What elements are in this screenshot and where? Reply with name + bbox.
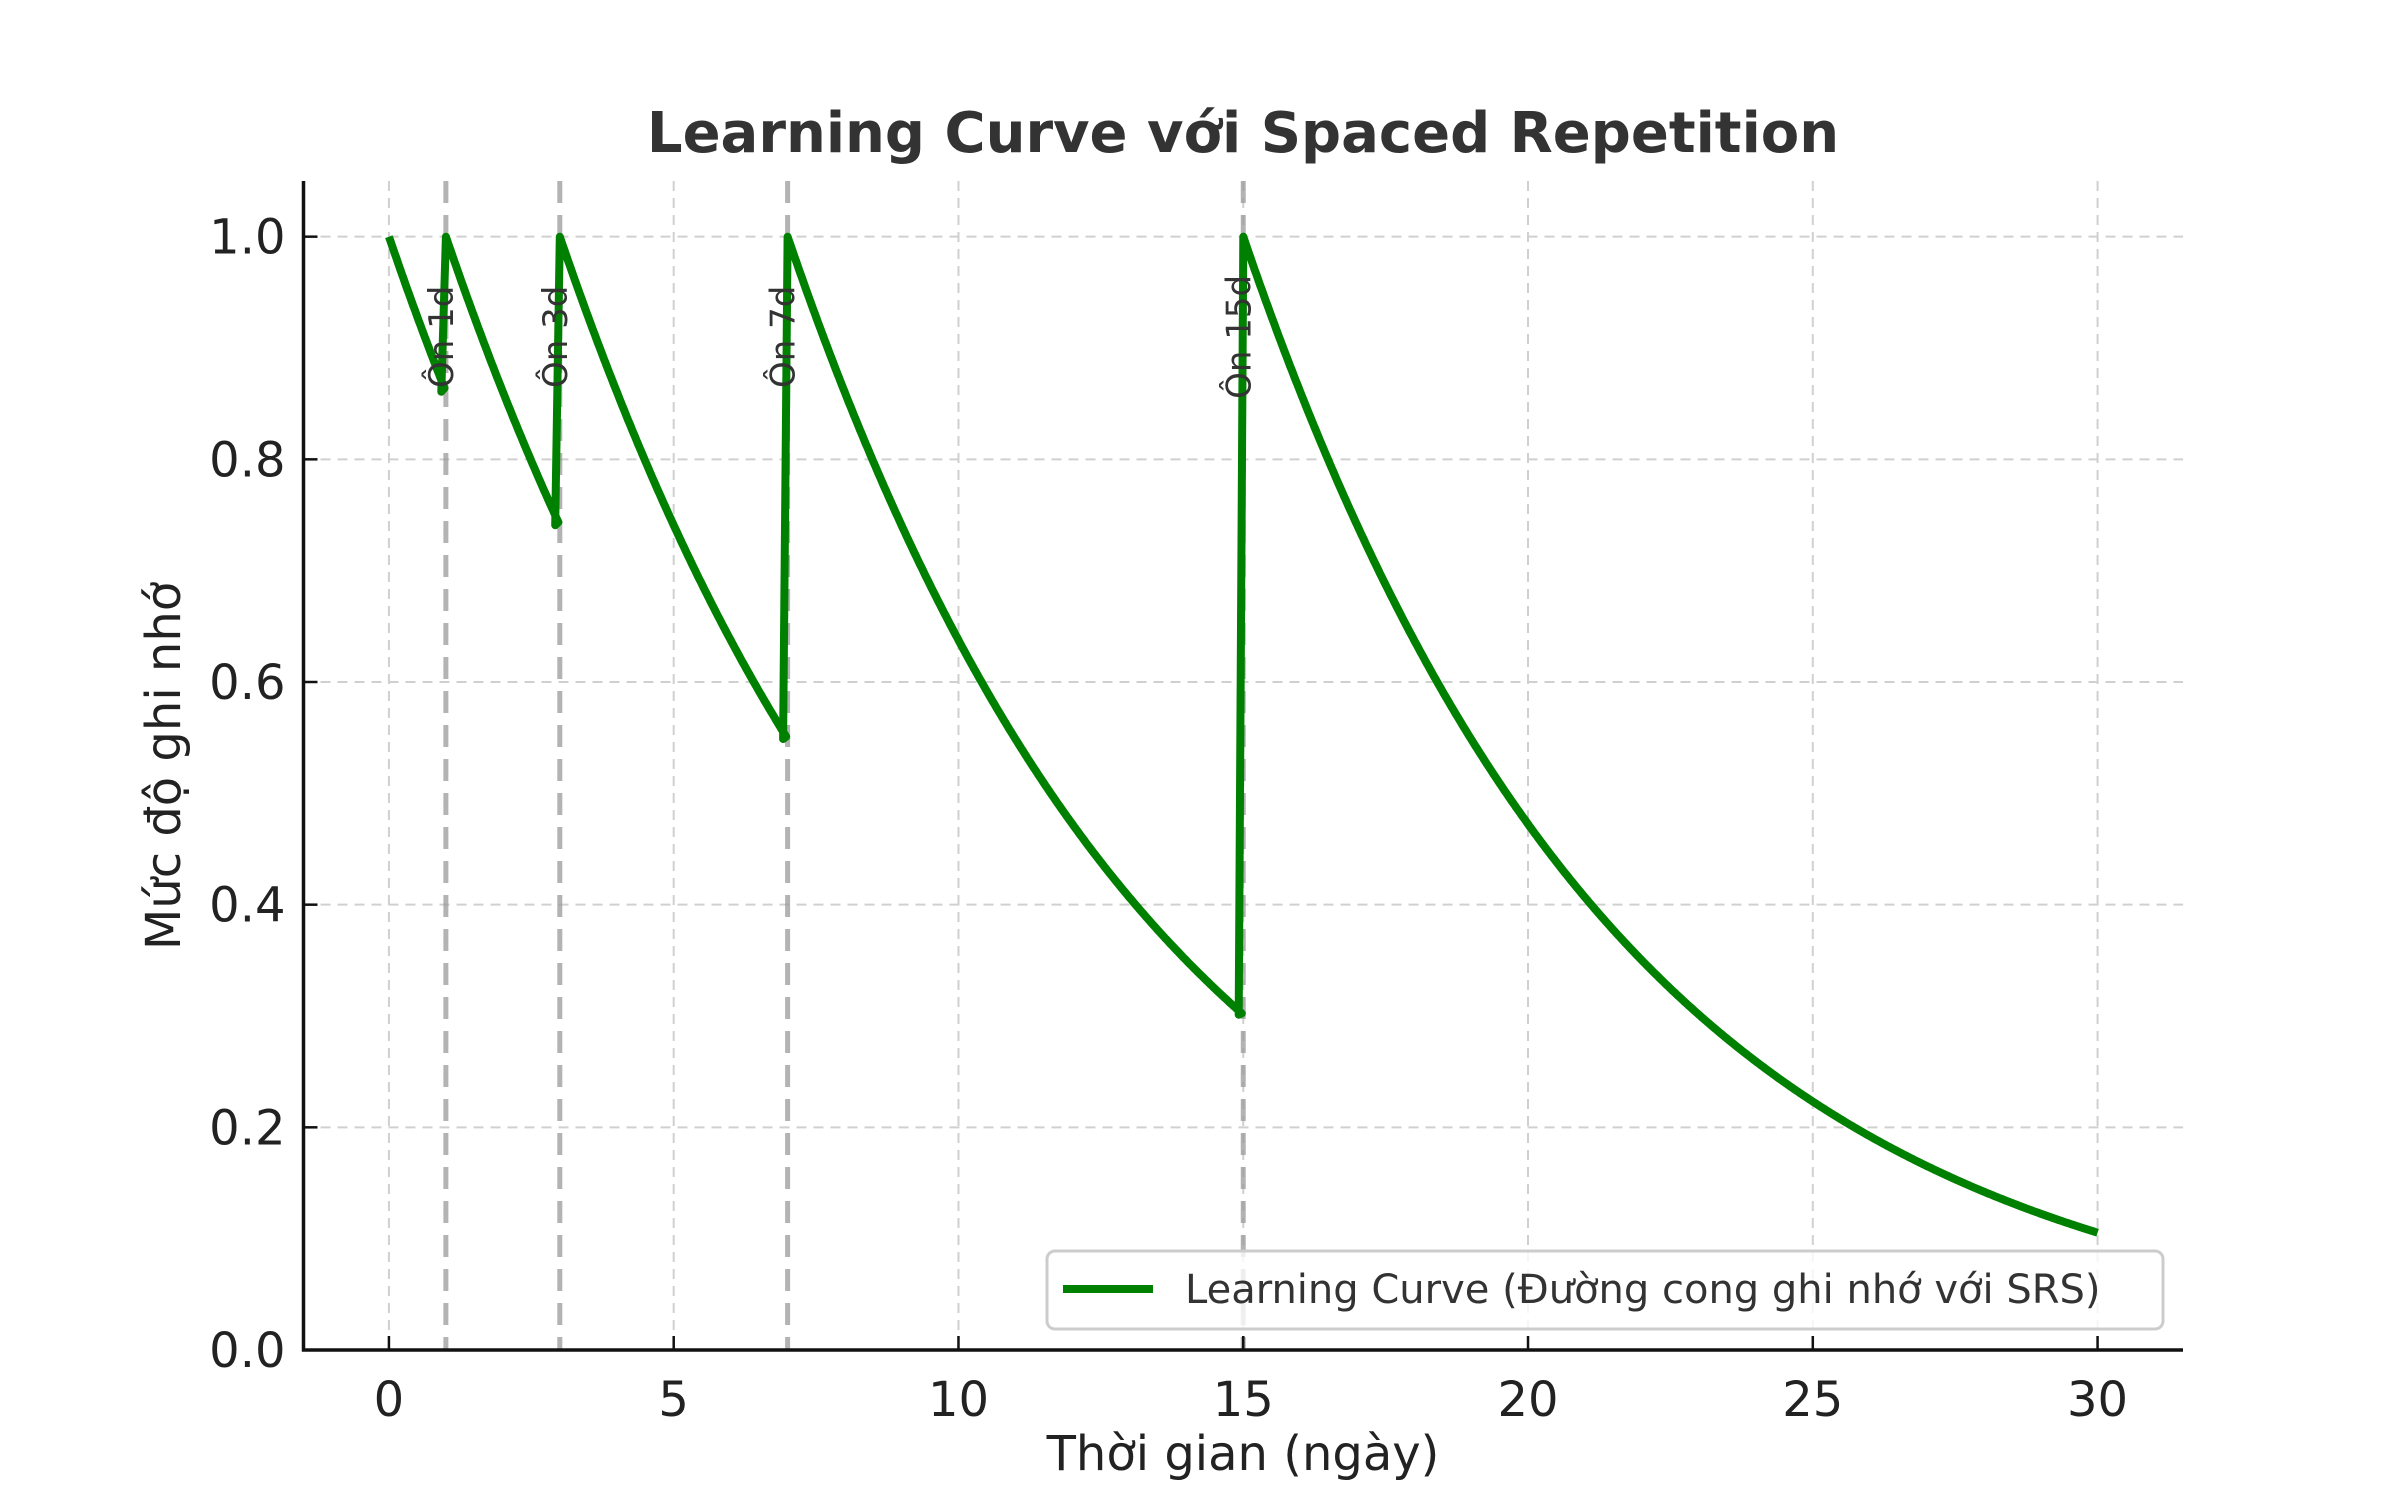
x-tick-label: 20 <box>1497 1372 1558 1428</box>
x-tick-label: 15 <box>1213 1372 1274 1428</box>
annotation-label: Ôn 15d <box>1218 275 1259 399</box>
y-tick-label: 0.6 <box>209 655 285 711</box>
annotation-label: Ôn 1d <box>421 286 462 388</box>
y-tick-label: 0.8 <box>209 432 285 488</box>
chart-title: Learning Curve với Spaced Repetition <box>647 101 1839 166</box>
y-tick-label: 1.0 <box>209 210 285 266</box>
y-tick-label: 0.0 <box>209 1323 285 1379</box>
y-tick-label: 0.2 <box>209 1100 285 1156</box>
y-axis-label: Mức độ ghi nhớ <box>136 582 192 950</box>
legend-box <box>1045 1249 2165 1331</box>
x-tick-label: 10 <box>928 1372 989 1428</box>
x-axis-label: Thời gian (ngày) <box>1046 1426 1440 1482</box>
legend-label: Learning Curve (Đường cong ghi nhớ với S… <box>1185 1267 2101 1313</box>
x-tick-label: 5 <box>658 1372 689 1428</box>
x-tick-label: 25 <box>1782 1372 1843 1428</box>
ticks: 0 5 10 15 20 25 30 0.0 0.2 0.4 0.6 0.8 1.0 <box>209 210 2128 1428</box>
y-tick-label: 0.4 <box>209 878 285 934</box>
x-tick-label: 30 <box>2067 1372 2128 1428</box>
learning-curve-line <box>385 232 2101 1237</box>
series <box>385 232 2101 1237</box>
annotation-label: Ôn 7d <box>763 286 804 388</box>
annotation-label: Ôn 3d <box>535 286 576 388</box>
x-tick-label: 0 <box>374 1372 405 1428</box>
legend: Learning Curve (Đường cong ghi nhớ với S… <box>1045 1249 2165 1331</box>
annotations: Ôn 1d Ôn 3d Ôn 7d Ôn 15d <box>421 275 1259 399</box>
